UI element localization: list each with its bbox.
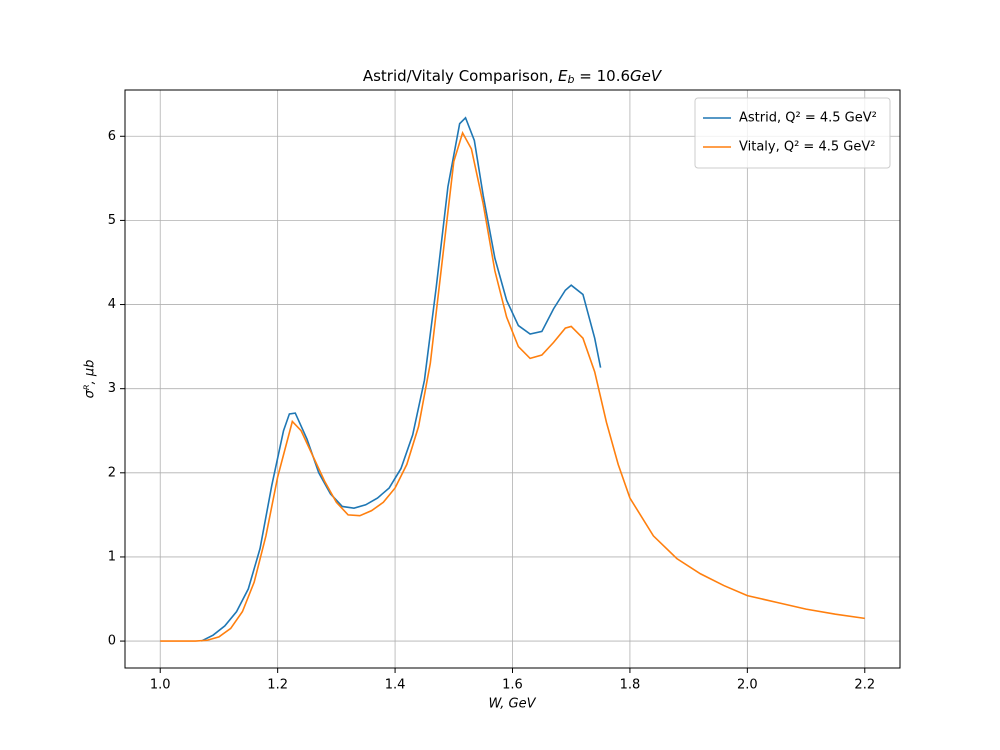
chart-title: Astrid/Vitaly Comparison, Eb = 10.6GeV — [363, 67, 663, 87]
x-axis-label: W, GeV — [488, 697, 536, 712]
title-part: GeV — [630, 67, 663, 85]
y-tick-label: 1 — [108, 549, 116, 564]
x-tick-label: 1.6 — [502, 678, 523, 693]
x-tick-label: 1.8 — [620, 678, 641, 693]
data-line — [200, 116, 602, 642]
x-tick-label: 1.0 — [150, 678, 171, 693]
x-tick-label: 2.0 — [737, 678, 758, 693]
title-part: = 10.6 — [575, 67, 631, 85]
legend-label: Astrid, Q² = 4.5 GeV² — [739, 111, 877, 126]
title-part: Astrid/Vitaly Comparison, — [363, 67, 558, 85]
x-tick-label: 1.2 — [267, 678, 288, 693]
title-part: b — [568, 73, 575, 86]
plot-frame — [124, 89, 901, 669]
title-part: E — [558, 67, 568, 85]
y-tick-label: 6 — [108, 129, 116, 144]
y-tick-label: 4 — [108, 297, 116, 312]
y-tick-label: 5 — [108, 213, 116, 228]
data-line — [160, 130, 865, 642]
legend-box — [694, 97, 891, 169]
y-tick-label: 2 — [108, 465, 116, 480]
y-axis-label: σᴿ, μb — [83, 360, 98, 399]
y-tick-label: 0 — [108, 634, 116, 649]
x-tick-label: 2.2 — [854, 678, 875, 693]
x-tick-label: 1.4 — [385, 678, 406, 693]
y-tick-label: 3 — [108, 381, 116, 396]
legend-label: Vitaly, Q² = 4.5 GeV² — [739, 140, 875, 155]
